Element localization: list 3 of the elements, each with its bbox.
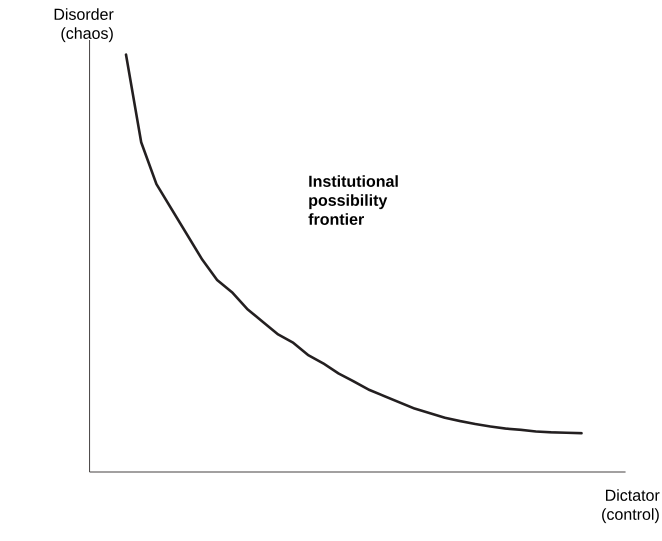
y-axis-title: Disorder (chaos): [54, 8, 114, 42]
annotation: Institutional possibility frontier: [308, 175, 398, 225]
x-axis-title: Dictator (control): [602, 489, 660, 524]
